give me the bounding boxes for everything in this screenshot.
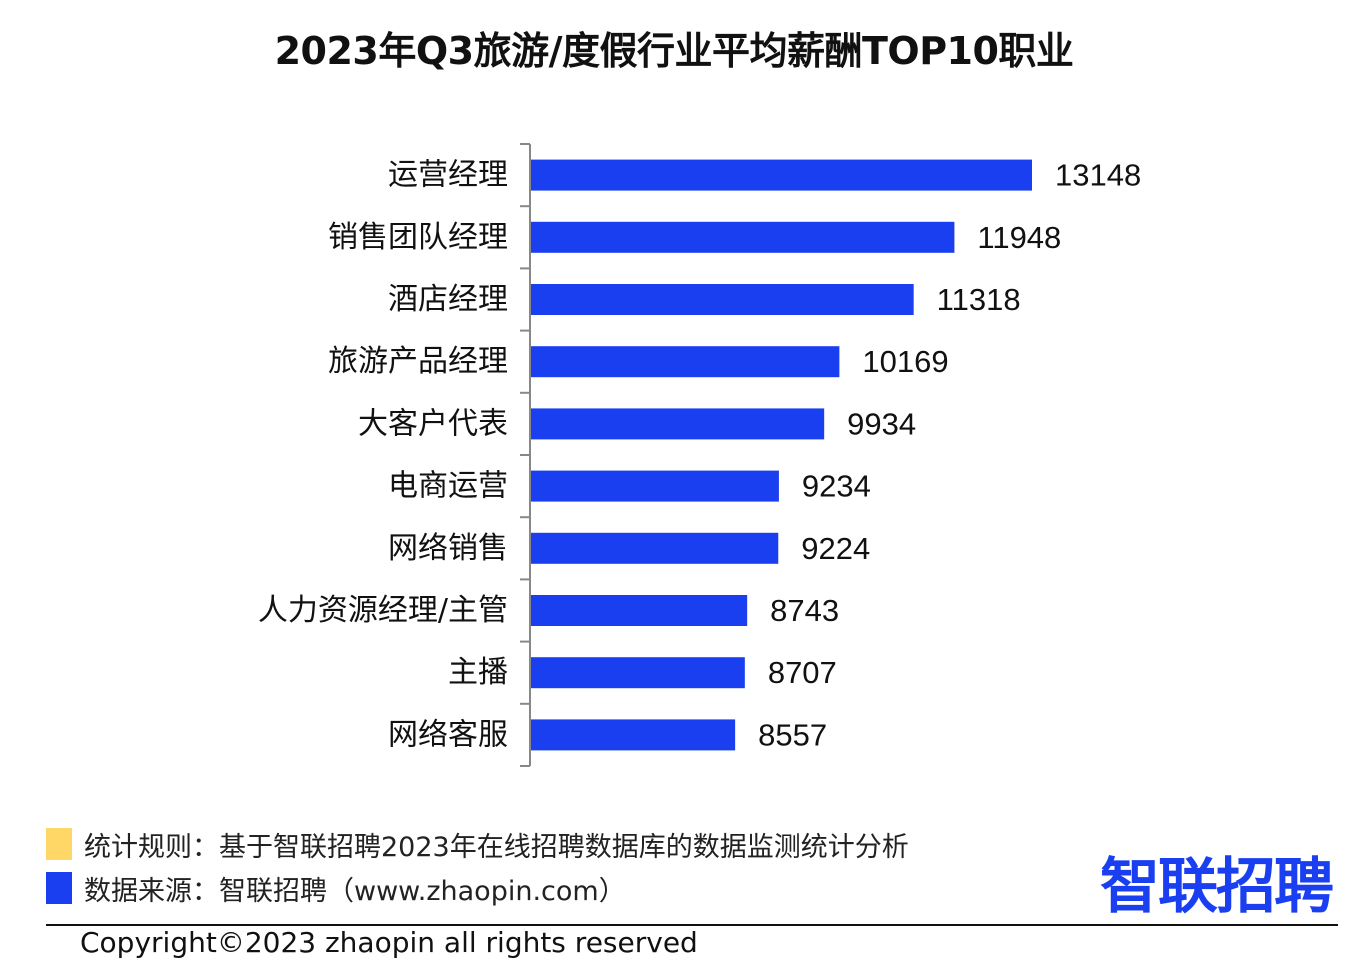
bar [531, 221, 955, 253]
rule-swatch [46, 828, 72, 860]
footer-divider [46, 924, 1338, 926]
category-label: 运营经理 [388, 158, 508, 193]
category-label: 人力资源经理/主管 [258, 593, 508, 628]
value-label: 13148 [1055, 158, 1141, 193]
source-note: 数据来源：智联招聘（www.zhaopin.com） [46, 866, 909, 910]
bar [531, 719, 736, 751]
value-label: 9934 [847, 406, 916, 441]
bar [531, 532, 779, 564]
bar [531, 408, 825, 440]
rule-note: 统计规则：基于智联招聘2023年在线招聘数据库的数据监测统计分析 [46, 822, 909, 866]
source-swatch [46, 872, 72, 904]
category-label: 主播 [448, 655, 508, 690]
category-label: 大客户代表 [358, 406, 508, 441]
bar [531, 657, 745, 689]
zhaopin-logo: 智联招聘 [1100, 838, 1334, 925]
value-label: 8557 [758, 717, 827, 752]
value-label: 9224 [801, 531, 870, 566]
bar [531, 595, 748, 626]
category-label: 销售团队经理 [328, 220, 508, 255]
notes: 统计规则：基于智联招聘2023年在线招聘数据库的数据监测统计分析 数据来源：智联… [46, 822, 909, 910]
category-label: 网络客服 [388, 717, 508, 752]
chart-title: 2023年Q3旅游/度假行业平均薪酬TOP10职业 [274, 29, 1074, 73]
value-label: 11948 [977, 220, 1061, 255]
bar [531, 159, 1032, 191]
logo-text: 智联招聘 [1100, 852, 1334, 922]
category-label: 旅游产品经理 [328, 344, 508, 379]
rule-text: 统计规则：基于智联招聘2023年在线招聘数据库的数据监测统计分析 [84, 831, 909, 863]
value-label: 8707 [768, 655, 837, 690]
bar-chart: 运营经理 13148 销售团队经理 11948 酒店经理 11318 旅游产品经理 10169… [258, 143, 1141, 767]
value-label: 9234 [802, 469, 871, 504]
bar [531, 470, 779, 502]
bar [531, 284, 914, 315]
bar [531, 346, 840, 378]
value-label: 10169 [862, 344, 948, 379]
category-label: 网络销售 [388, 531, 508, 566]
source-text: 数据来源：智联招聘（www.zhaopin.com） [84, 875, 626, 907]
copyright: Copyright©2023 zhaopin all rights reserv… [80, 926, 698, 959]
category-label: 电商运营 [388, 469, 508, 504]
value-label: 8743 [770, 593, 839, 628]
value-label: 11318 [937, 282, 1021, 317]
category-label: 酒店经理 [388, 282, 508, 317]
